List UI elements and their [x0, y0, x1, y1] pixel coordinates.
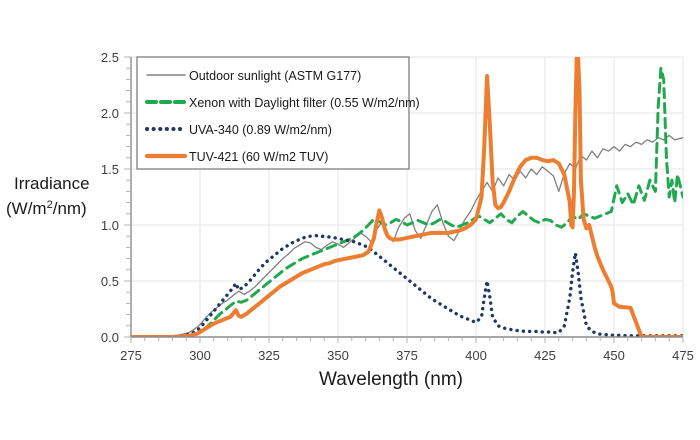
legend-item[interactable]: Xenon with Daylight filter (0.55 W/m2/nm…: [145, 96, 420, 110]
legend-label: TUV-421 (60 W/m2 TUV): [189, 150, 328, 164]
y-axis-title-line2: (W/m2/nm): [6, 199, 87, 218]
legend-item[interactable]: Outdoor sunlight (ASTM G177): [146, 69, 361, 83]
series-layer: [131, 57, 683, 337]
x-tick-label: 300: [189, 348, 211, 363]
y-tick-label: 1.0: [101, 218, 119, 233]
x-tick-label: 325: [258, 348, 280, 363]
y-tick-labels: 0.0 0.5 1.0 1.5 2.0 2.5: [101, 50, 119, 345]
y-tick-label: 0.0: [101, 330, 119, 345]
y-tick-label: 2.5: [101, 50, 119, 65]
legend-label: UVA-340 (0.89 W/m2/nm): [189, 123, 332, 137]
x-tick-labels: 275 300 325 350 375 400 425 450 475: [120, 348, 694, 363]
x-tick-label: 275: [120, 348, 142, 363]
x-tick-label: 450: [603, 348, 625, 363]
x-tick-label: 400: [465, 348, 487, 363]
axes: [124, 56, 684, 343]
x-tick-label: 475: [672, 348, 694, 363]
x-tick-label: 375: [396, 348, 418, 363]
series-line-xenon: [131, 66, 683, 337]
legend: Outdoor sunlight (ASTM G177) Xenon with D…: [136, 56, 420, 170]
legend-label: Outdoor sunlight (ASTM G177): [189, 69, 361, 83]
legend-item[interactable]: UVA-340 (0.89 W/m2/nm): [145, 123, 332, 137]
legend-item[interactable]: TUV-421 (60 W/m2 TUV): [144, 150, 328, 164]
legend-label: Xenon with Daylight filter (0.55 W/m2/nm…: [189, 96, 420, 110]
series-line-outdoor_sunlight: [131, 134, 683, 337]
y-tick-label: 2.0: [101, 106, 119, 121]
x-tick-label: 350: [327, 348, 349, 363]
x-tick-label: 425: [534, 348, 556, 363]
y-tick-label: 1.5: [101, 162, 119, 177]
series-line-uva340: [131, 233, 683, 337]
y-tick-label: 0.5: [101, 274, 119, 289]
y-axis-title-line1: Irradiance: [14, 174, 90, 193]
series-line-tuv421: [131, 57, 683, 337]
x-axis-title: Wavelength (nm): [319, 369, 463, 390]
